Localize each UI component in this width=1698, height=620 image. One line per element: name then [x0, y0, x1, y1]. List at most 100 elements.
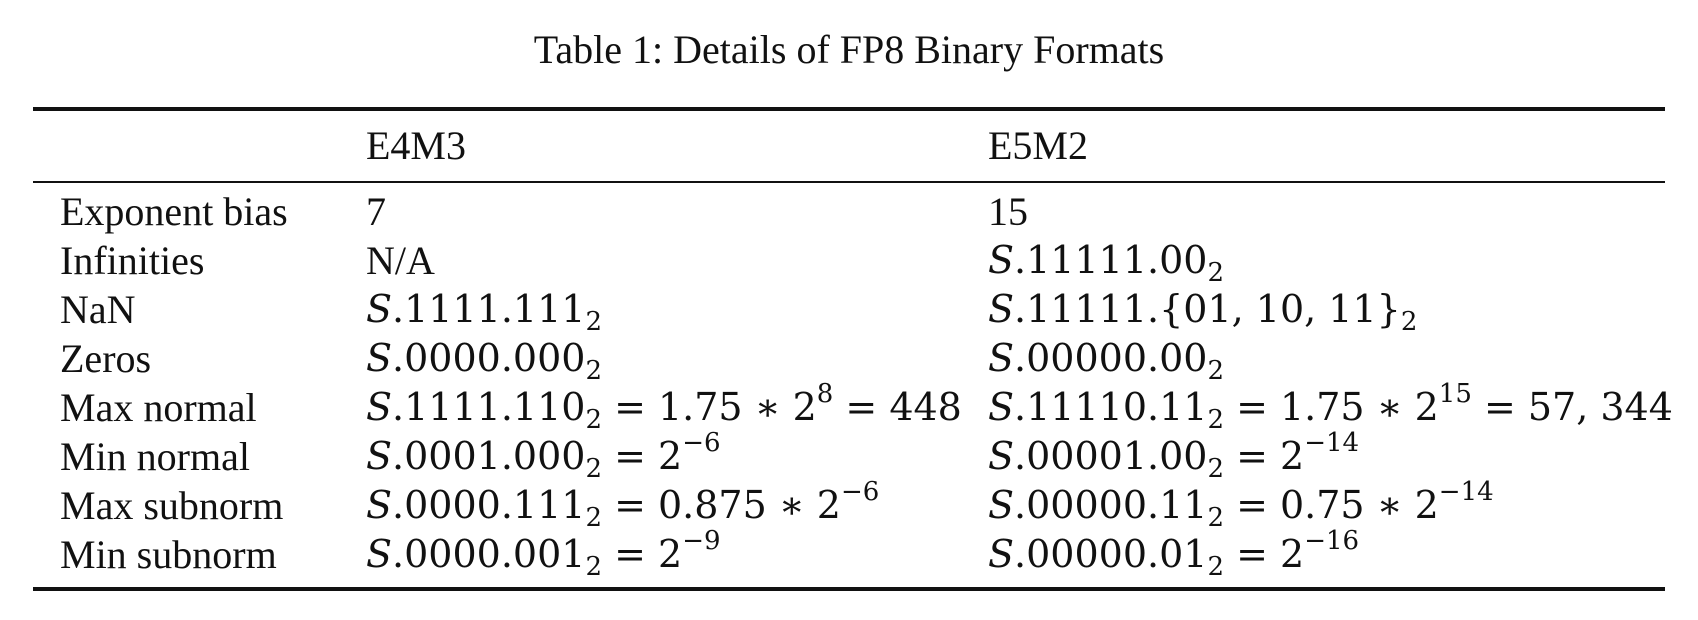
fp8-formats-table: E4M3 E5M2 Exponent bias 7 15 Infinities N/A S…: [33, 107, 1673, 591]
value-expression: 2: [658, 532, 683, 576]
table-row: Min subnorm S.0000.0012 = 2−9 S.00000.012 …: [33, 528, 1665, 582]
exponent-superscript: −14: [1304, 428, 1360, 458]
table-row: Exponent bias 7 15: [33, 187, 1665, 236]
e4m3-value: S.1111.1112: [366, 285, 602, 337]
radix-subscript: 2: [1207, 258, 1224, 288]
equals-sign: =: [1224, 434, 1280, 478]
e4m3-value: S.0000.0002: [366, 334, 602, 386]
equals-sign: =: [602, 483, 658, 527]
e5m2-value: 15: [988, 187, 1028, 236]
bit-pattern: 15: [988, 189, 1028, 234]
equals-sign: =: [602, 532, 658, 576]
e5m2-value: S.00000.112 = 0.75 ∗ 2−14: [988, 479, 1494, 531]
e4m3-value: S.1111.1102 = 1.75 ∗ 28 = 448: [366, 381, 962, 435]
table-row: Max subnorm S.0000.1112 = 0.875 ∗ 2−6 S.00…: [33, 479, 1665, 533]
radix-subscript: 2: [1207, 454, 1224, 484]
e5m2-value: S.11110.112 = 1.75 ∗ 215 = 57, 344: [988, 381, 1673, 435]
sign-symbol: S: [988, 385, 1015, 429]
sign-symbol: S: [988, 238, 1015, 282]
radix-subscript: 2: [585, 503, 602, 533]
bit-pattern: .11110.11: [1014, 385, 1208, 429]
value-expression: 1.75 ∗ 2: [1280, 385, 1439, 429]
e4m3-value: S.0001.0002 = 2−6: [366, 430, 721, 484]
sign-symbol: S: [366, 434, 393, 478]
bit-pattern: .00000.00: [1014, 336, 1208, 380]
e4m3-value: S.0000.0012 = 2−9: [366, 528, 721, 582]
table-body: Exponent bias 7 15 Infinities N/A S.11111.002…: [33, 183, 1673, 587]
exponent-superscript: −14: [1438, 477, 1494, 507]
decimal-value: = 448: [833, 385, 962, 429]
e4m3-value: N/A: [366, 236, 435, 285]
row-label: NaN: [60, 287, 136, 332]
radix-subscript: 2: [1207, 405, 1224, 435]
table-row: Infinities N/A S.11111.002: [33, 236, 1665, 288]
bit-pattern: N/A: [366, 238, 435, 283]
bit-pattern: .0000.111: [392, 483, 586, 527]
equals-sign: =: [602, 385, 658, 429]
bit-pattern: .00000.11: [1014, 483, 1208, 527]
sign-symbol: S: [988, 336, 1015, 380]
sign-symbol: S: [366, 385, 393, 429]
value-expression: 1.75 ∗ 2: [658, 385, 817, 429]
value-expression: 2: [1280, 532, 1305, 576]
exponent-superscript: −6: [682, 428, 721, 458]
e4m3-value: S.0000.1112 = 0.875 ∗ 2−6: [366, 479, 879, 533]
top-rule: [33, 107, 1665, 111]
sign-symbol: S: [988, 287, 1015, 331]
sign-symbol: S: [366, 532, 393, 576]
bit-pattern: .00000.01: [1014, 532, 1208, 576]
exponent-superscript: −9: [682, 526, 721, 556]
row-label: Exponent bias: [60, 189, 288, 234]
exponent-superscript: −6: [840, 477, 880, 507]
value-expression: 2: [1280, 434, 1305, 478]
row-label: Max normal: [60, 385, 257, 430]
radix-subscript: 2: [1207, 552, 1224, 582]
bit-pattern: .00001.00: [1014, 434, 1208, 478]
equals-sign: =: [1224, 532, 1280, 576]
value-expression: 0.75 ∗ 2: [1280, 483, 1439, 527]
e5m2-value: S.11111.{01, 10, 11}2: [988, 285, 1417, 335]
e5m2-value: S.00000.012 = 2−16: [988, 528, 1359, 582]
table-row: Max normal S.1111.1102 = 1.75 ∗ 28 = 448 S…: [33, 381, 1673, 435]
radix-subscript: 2: [585, 356, 602, 386]
sign-symbol: S: [366, 336, 393, 380]
row-label: Min subnorm: [60, 532, 277, 577]
e5m2-value: S.00001.002 = 2−14: [988, 430, 1359, 484]
equals-sign: =: [1224, 483, 1280, 527]
e5m2-value: S.11111.002: [988, 236, 1224, 288]
exponent-superscript: 8: [816, 379, 834, 409]
equals-sign: =: [602, 434, 658, 478]
bit-pattern: 7: [366, 189, 386, 234]
bit-pattern: .0000.001: [392, 532, 586, 576]
sign-symbol: S: [988, 434, 1015, 478]
row-label: Zeros: [60, 336, 152, 381]
sign-symbol: S: [988, 483, 1015, 527]
exponent-superscript: 15: [1438, 379, 1472, 409]
sign-symbol: S: [988, 532, 1015, 576]
radix-subscript: 2: [1207, 356, 1224, 386]
bottom-rule: [33, 587, 1665, 591]
value-expression: 0.875 ∗ 2: [658, 483, 841, 527]
radix-subscript: 2: [585, 552, 602, 582]
table-caption: Table 1: Details of FP8 Binary Formats: [533, 27, 1165, 72]
radix-subscript: 2: [585, 307, 602, 337]
row-label: Min normal: [60, 434, 250, 479]
bit-pattern: .0000.000: [392, 336, 586, 380]
table-header-row: E4M3 E5M2: [33, 111, 1665, 181]
bit-pattern: .0001.000: [392, 434, 586, 478]
e4m3-value: 7: [366, 187, 386, 236]
bit-pattern: .1111.111: [392, 287, 586, 331]
sign-symbol: S: [366, 287, 393, 331]
radix-subscript: 2: [585, 405, 602, 435]
sign-symbol: S: [366, 483, 393, 527]
decimal-value: = 57, 344: [1471, 385, 1673, 429]
table-row: NaN S.1111.1112 S.11111.{01, 10, 11}2: [33, 285, 1665, 337]
bit-pattern: .11111.{01, 10, 11}: [1014, 287, 1401, 331]
radix-subscript: 2: [585, 454, 602, 484]
exponent-superscript: −16: [1304, 526, 1360, 556]
table-row: Min normal S.0001.0002 = 2−6 S.00001.002 =…: [33, 430, 1665, 484]
bit-pattern: .11111.00: [1014, 238, 1208, 282]
e5m2-value: S.00000.002: [988, 334, 1224, 386]
header-e4m3: E4M3: [366, 123, 466, 168]
bit-pattern: .1111.110: [392, 385, 586, 429]
